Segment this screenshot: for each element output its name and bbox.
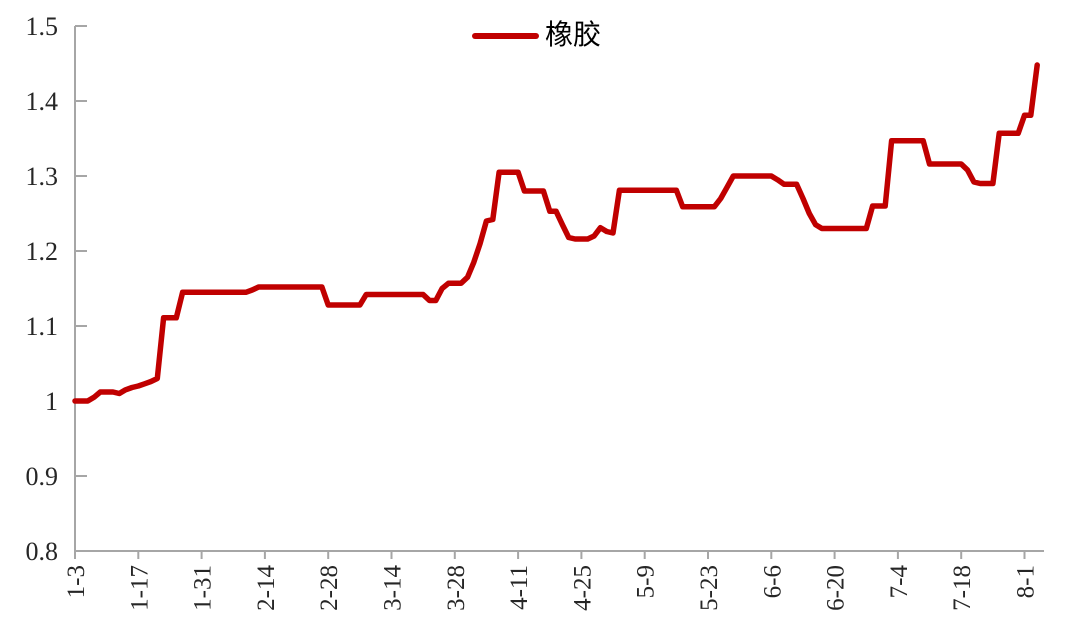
y-tick-label: 1.4 — [26, 87, 59, 116]
x-tick-label: 4-11 — [506, 565, 533, 610]
x-tick-label: 3-28 — [443, 565, 470, 611]
y-tick-label: 1 — [45, 387, 58, 416]
x-tick-label: 7-18 — [949, 565, 976, 611]
y-tick-label: 1.2 — [26, 237, 59, 266]
series-line-橡胶 — [72, 62, 1040, 404]
y-tick-label: 1.5 — [26, 12, 59, 41]
x-tick-label: 8-1 — [1013, 565, 1040, 598]
legend-label: 橡胶 — [545, 20, 602, 51]
x-tick-label: 6-20 — [823, 565, 850, 611]
y-tick-label: 1.1 — [26, 312, 59, 341]
x-tick-label: 1-31 — [190, 565, 217, 611]
y-tick-label: 0.9 — [26, 462, 59, 491]
x-tick-label: 3-14 — [380, 565, 407, 611]
x-tick-label: 1-3 — [63, 565, 90, 598]
x-tick-label: 2-28 — [316, 565, 343, 611]
x-tick-label: 6-6 — [759, 565, 786, 598]
legend-line-swatch — [472, 33, 539, 39]
x-tick-label: 7-4 — [886, 565, 913, 599]
y-tick-label: 1.3 — [26, 162, 59, 191]
y-tick-label: 0.8 — [26, 537, 59, 566]
x-tick-label: 5-23 — [696, 565, 723, 611]
x-tick-label: 2-14 — [253, 565, 280, 611]
x-tick-label: 4-25 — [569, 565, 596, 611]
legend: 橡胶 — [472, 20, 601, 52]
x-tick-label: 5-9 — [633, 565, 660, 598]
x-tick-label: 1-17 — [126, 565, 153, 611]
